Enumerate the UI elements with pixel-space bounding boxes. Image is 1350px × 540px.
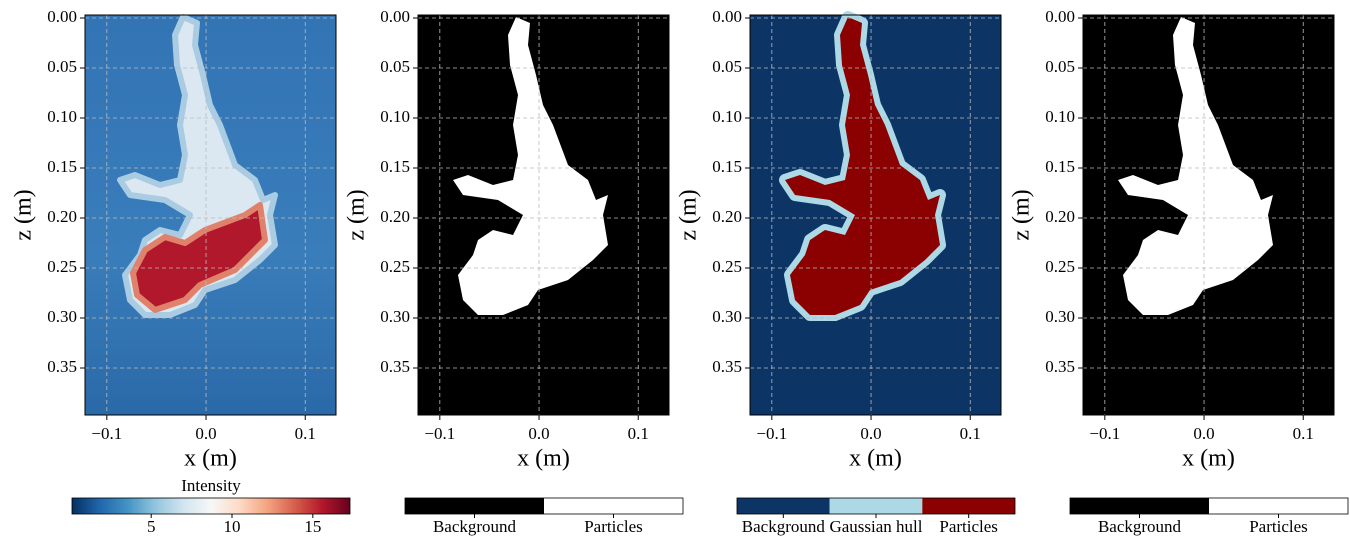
y-tick-label: 0.35 <box>1045 357 1075 376</box>
y-axis-label: z (m) <box>344 189 370 240</box>
y-tick-label: 0.30 <box>1045 307 1075 326</box>
colorbar-label: Particles <box>939 517 998 536</box>
colorbar-label: Gaussian hull <box>829 517 922 536</box>
y-tick-label: 0.20 <box>712 207 742 226</box>
colorbar-tick-label: 10 <box>224 517 241 536</box>
y-axis-label: z (m) <box>11 189 37 240</box>
y-axis-label: z (m) <box>1009 189 1035 240</box>
y-tick-label: 0.20 <box>380 207 410 226</box>
plume-core <box>130 202 268 313</box>
y-tick-label: 0.00 <box>380 7 410 26</box>
y-tick-label: 0.00 <box>1045 7 1075 26</box>
y-tick-label: 0.00 <box>47 7 77 26</box>
axes-frame <box>417 14 670 416</box>
y-axis-label: z (m) <box>676 189 702 240</box>
colorbar-frame <box>736 497 1016 515</box>
colorbar-tick-label: 15 <box>304 517 321 536</box>
colorbar-label: Background <box>1098 517 1182 536</box>
colorbar-swatch <box>829 498 923 514</box>
x-tick-label: 0.0 <box>1193 424 1214 443</box>
axes-frame <box>84 14 337 416</box>
y-tick-label: 0.30 <box>47 307 77 326</box>
x-tick-label: 0.1 <box>1293 424 1314 443</box>
colorbar-frame <box>404 497 684 515</box>
colorbar-swatch <box>405 498 544 514</box>
x-tick-label: 0.1 <box>295 424 316 443</box>
x-tick-label: 0.1 <box>960 424 981 443</box>
colorbar-title: Intensity <box>181 476 241 495</box>
y-tick-label: 0.25 <box>380 257 410 276</box>
particles <box>1118 17 1273 315</box>
y-tick-label: 0.30 <box>380 307 410 326</box>
x-tick-label: 0.0 <box>528 424 549 443</box>
x-tick-label: −0.1 <box>424 424 455 443</box>
colorbar-tick-label: 5 <box>147 517 156 536</box>
y-tick-label: 0.15 <box>712 157 742 176</box>
colorbar-swatch <box>544 498 683 514</box>
x-tick-label: −0.1 <box>756 424 787 443</box>
y-tick-label: 0.00 <box>712 7 742 26</box>
x-axis-label: x (m) <box>517 446 570 472</box>
x-tick-label: 0.0 <box>195 424 216 443</box>
x-tick-label: −0.1 <box>91 424 122 443</box>
y-tick-label: 0.15 <box>380 157 410 176</box>
y-tick-label: 0.05 <box>380 57 410 76</box>
axes-frame <box>1082 14 1335 416</box>
y-tick-label: 0.20 <box>1045 207 1075 226</box>
x-axis-label: x (m) <box>1182 446 1235 472</box>
y-tick-label: 0.35 <box>47 357 77 376</box>
y-tick-label: 0.30 <box>712 307 742 326</box>
y-tick-label: 0.15 <box>1045 157 1075 176</box>
colorbar-label: Particles <box>1249 517 1308 536</box>
particles <box>453 17 608 315</box>
colorbar-gradient <box>72 498 350 514</box>
colorbar-label: Particles <box>584 517 643 536</box>
colorbar-swatch <box>737 498 830 514</box>
y-tick-label: 0.35 <box>380 357 410 376</box>
x-tick-label: −0.1 <box>1089 424 1120 443</box>
y-tick-label: 0.05 <box>712 57 742 76</box>
colorbar-frame <box>71 497 351 515</box>
colorbar-label: Background <box>742 517 826 536</box>
x-axis-label: x (m) <box>849 446 902 472</box>
particles <box>785 17 940 315</box>
y-tick-label: 0.10 <box>380 107 410 126</box>
colorbar-swatch <box>1070 498 1209 514</box>
y-tick-label: 0.25 <box>47 257 77 276</box>
y-tick-label: 0.25 <box>712 257 742 276</box>
axes-frame <box>749 14 1002 416</box>
colorbar-swatch <box>1209 498 1348 514</box>
y-tick-label: 0.10 <box>1045 107 1075 126</box>
colorbar-swatch <box>922 498 1015 514</box>
x-axis-label: x (m) <box>184 446 237 472</box>
colorbar-frame <box>1069 497 1349 515</box>
y-tick-label: 0.35 <box>712 357 742 376</box>
y-tick-label: 0.15 <box>47 157 77 176</box>
y-tick-label: 0.05 <box>1045 57 1075 76</box>
y-tick-label: 0.25 <box>1045 257 1075 276</box>
y-tick-label: 0.10 <box>47 107 77 126</box>
x-tick-label: 0.0 <box>860 424 881 443</box>
y-tick-label: 0.20 <box>47 207 77 226</box>
x-tick-label: 0.1 <box>628 424 649 443</box>
y-tick-label: 0.10 <box>712 107 742 126</box>
colorbar-label: Background <box>433 517 517 536</box>
y-tick-label: 0.05 <box>47 57 77 76</box>
